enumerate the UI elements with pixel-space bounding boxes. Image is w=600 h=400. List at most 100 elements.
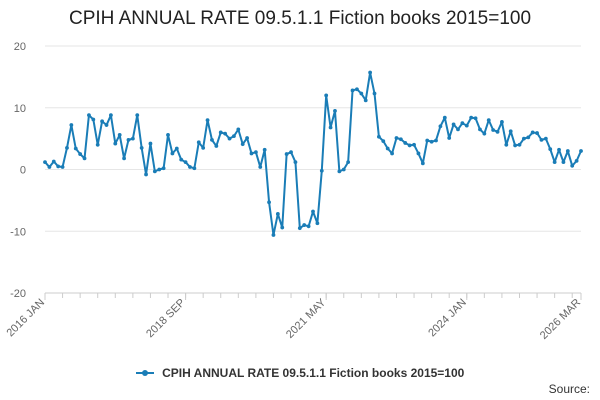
data-point bbox=[315, 221, 320, 226]
data-point bbox=[214, 144, 219, 148]
data-point bbox=[552, 160, 557, 164]
data-point bbox=[521, 136, 526, 141]
data-point bbox=[196, 140, 201, 145]
data-point bbox=[570, 163, 575, 168]
data-point bbox=[491, 128, 496, 132]
y-tick-label: 0 bbox=[20, 165, 26, 177]
data-point bbox=[47, 165, 52, 169]
data-point bbox=[161, 166, 166, 171]
data-point bbox=[95, 142, 100, 147]
source-label: Source: bbox=[548, 382, 590, 396]
data-point bbox=[227, 136, 232, 141]
data-point bbox=[495, 129, 500, 134]
legend-marker-icon bbox=[141, 369, 148, 376]
data-point bbox=[170, 151, 175, 156]
data-point bbox=[447, 136, 452, 140]
data-point bbox=[245, 136, 249, 140]
data-point bbox=[500, 120, 504, 124]
data-point bbox=[539, 137, 544, 142]
data-point bbox=[561, 160, 566, 164]
data-point bbox=[135, 113, 140, 118]
axis-layer bbox=[44, 292, 582, 300]
data-point bbox=[363, 98, 368, 103]
x-tick-label: 2016 JAN bbox=[4, 297, 47, 340]
y-tick-label: -10 bbox=[10, 226, 26, 238]
data-point bbox=[267, 200, 271, 205]
data-point bbox=[100, 119, 105, 124]
data-point bbox=[469, 115, 474, 120]
data-point bbox=[530, 130, 535, 135]
data-point bbox=[293, 160, 298, 164]
data-point bbox=[271, 233, 276, 237]
data-point bbox=[486, 118, 491, 122]
data-point bbox=[420, 161, 425, 166]
data-point bbox=[218, 130, 223, 135]
data-point bbox=[91, 117, 96, 122]
data-point bbox=[104, 123, 109, 127]
data-point bbox=[508, 129, 513, 134]
data-point bbox=[152, 169, 157, 174]
data-point bbox=[416, 151, 421, 156]
data-point bbox=[232, 134, 236, 139]
data-point bbox=[65, 145, 69, 150]
data-point bbox=[377, 134, 381, 139]
data-point bbox=[574, 158, 579, 163]
grid-layer bbox=[45, 45, 581, 294]
data-point bbox=[249, 151, 254, 156]
data-point bbox=[157, 167, 162, 172]
data-point bbox=[148, 141, 153, 146]
data-point bbox=[403, 141, 408, 145]
data-point bbox=[117, 133, 122, 137]
data-point bbox=[258, 165, 263, 169]
data-point bbox=[346, 160, 351, 164]
data-point bbox=[548, 147, 553, 152]
data-point bbox=[126, 137, 131, 142]
data-point bbox=[328, 125, 333, 130]
x-tick-labels: 2016 JAN 2018 SEP 2021 MAY 2024 JAN 2026 MAR bbox=[4, 296, 583, 342]
data-point bbox=[174, 146, 179, 151]
data-point bbox=[407, 143, 412, 148]
data-point bbox=[289, 150, 293, 155]
data-point bbox=[359, 91, 364, 96]
data-point bbox=[350, 88, 355, 93]
data-point bbox=[179, 157, 184, 162]
data-point bbox=[355, 87, 359, 92]
data-point bbox=[302, 223, 307, 227]
x-tick-label: 2021 MAY bbox=[284, 296, 329, 341]
data-point bbox=[543, 136, 548, 141]
data-point bbox=[60, 165, 65, 169]
x-tick-label: 2026 MAR bbox=[538, 297, 583, 342]
data-point bbox=[87, 113, 91, 118]
data-point bbox=[236, 127, 241, 132]
series-layer bbox=[43, 70, 583, 237]
data-point bbox=[253, 150, 258, 155]
data-point bbox=[438, 124, 443, 129]
data-point bbox=[473, 116, 478, 121]
data-point bbox=[311, 209, 315, 214]
data-point bbox=[51, 159, 56, 164]
data-point bbox=[284, 152, 289, 156]
data-point bbox=[434, 138, 438, 143]
data-point bbox=[341, 167, 346, 172]
data-point bbox=[56, 164, 61, 169]
data-point bbox=[192, 166, 197, 171]
legend[interactable]: CPIH ANNUAL RATE 09.5.1.1 Fiction books … bbox=[0, 364, 600, 382]
legend-swatch-icon bbox=[135, 368, 154, 378]
data-point bbox=[478, 127, 482, 132]
data-point bbox=[425, 138, 430, 143]
data-point bbox=[82, 156, 87, 161]
data-point bbox=[372, 91, 377, 96]
legend-label: CPIH ANNUAL RATE 09.5.1.1 Fiction books … bbox=[162, 365, 465, 380]
data-point bbox=[166, 133, 170, 137]
data-point bbox=[188, 165, 192, 169]
data-point bbox=[78, 152, 83, 156]
data-point bbox=[557, 147, 561, 152]
data-point bbox=[73, 146, 78, 151]
data-point bbox=[113, 141, 118, 146]
chart-title: CPIH ANNUAL RATE 09.5.1.1 Fiction books … bbox=[68, 8, 532, 29]
data-point bbox=[333, 108, 337, 113]
data-point bbox=[394, 136, 399, 140]
data-point bbox=[464, 123, 469, 128]
data-point bbox=[262, 147, 267, 152]
data-point bbox=[297, 226, 302, 231]
